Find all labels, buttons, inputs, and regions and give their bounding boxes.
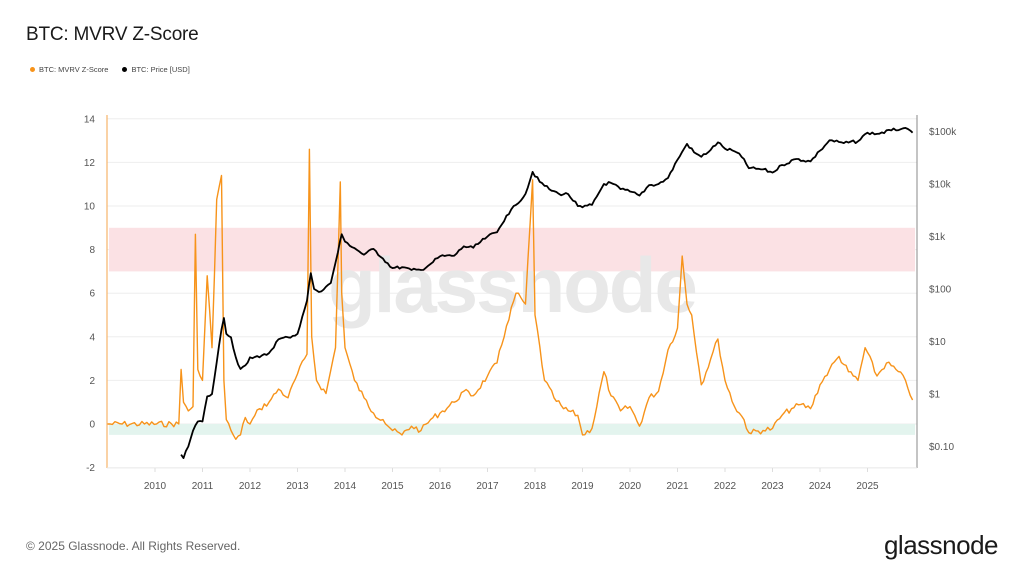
right-tick-label: $10: [929, 337, 946, 348]
left-tick-label: -2: [86, 463, 95, 474]
right-tick-label: $100: [929, 285, 952, 296]
zscore-series-line: [107, 148, 914, 440]
x-tick-label: 2014: [334, 481, 357, 492]
x-tick-label: 2015: [381, 481, 404, 492]
x-tick-label: 2021: [666, 481, 689, 492]
left-tick-label: 14: [84, 114, 96, 125]
right-tick-label: $0.10: [929, 442, 954, 453]
x-tick-label: 2025: [856, 481, 879, 492]
left-tick-label: 12: [84, 158, 96, 169]
legend-label-price: BTC: Price [USD]: [131, 65, 190, 74]
right-tick-label: $1: [929, 390, 941, 401]
x-tick-label: 2013: [286, 481, 309, 492]
left-tick-label: 4: [89, 332, 95, 343]
left-tick-label: 2: [89, 376, 95, 387]
x-tick-label: 2022: [714, 481, 737, 492]
glassnode-logo[interactable]: glassnode: [883, 530, 999, 560]
legend-item-zscore[interactable]: BTC: MVRV Z-Score: [30, 65, 108, 74]
x-tick-label: 2010: [144, 481, 167, 492]
watermark: glassnode: [328, 241, 696, 329]
x-axis-ticks: 2010 2011 2012 2013 2014 2015 2016 2017 2018 2019…: [144, 468, 879, 492]
band-overvalued: [109, 227, 915, 272]
left-tick-label: 6: [89, 289, 95, 300]
x-tick-label: 2018: [524, 481, 547, 492]
left-tick-label: 0: [89, 420, 95, 431]
right-tick-label: $1k: [929, 232, 946, 243]
x-tick-label: 2012: [239, 481, 262, 492]
right-tick-label: $10k: [929, 180, 952, 191]
x-tick-label: 2023: [761, 481, 784, 492]
x-tick-label: 2020: [619, 481, 642, 492]
chart-legend: BTC: MVRV Z-Score BTC: Price [USD]: [30, 65, 190, 74]
x-tick-label: 2019: [571, 481, 594, 492]
copyright-text: © 2025 Glassnode. All Rights Reserved.: [26, 539, 241, 553]
legend-label-zscore: BTC: MVRV Z-Score: [39, 65, 109, 74]
left-tick-label: 10: [84, 202, 96, 213]
legend-item-price[interactable]: BTC: Price [USD]: [122, 65, 190, 74]
legend-dot-price-icon: [122, 67, 128, 72]
chart-bands: [109, 227, 915, 435]
x-tick-label: 2011: [192, 481, 214, 492]
right-axis-ticks: $100k $10k $1k $100 $10 $1 $0.10: [929, 127, 957, 453]
chart-title: BTC: MVRV Z-Score: [26, 24, 199, 45]
legend-dot-zscore-icon: [30, 67, 35, 72]
price-series-line: [180, 127, 914, 459]
right-tick-label: $100k: [929, 127, 957, 138]
x-tick-label: 2024: [809, 481, 832, 492]
left-axis-ticks: 14 12 10 8 6 4 2 0 -2: [84, 114, 96, 474]
left-tick-label: 8: [89, 245, 95, 256]
chart-axes: [106, 115, 918, 469]
x-tick-label: 2016: [429, 481, 452, 492]
band-undervalued: [109, 424, 915, 435]
x-tick-label: 2017: [476, 481, 499, 492]
